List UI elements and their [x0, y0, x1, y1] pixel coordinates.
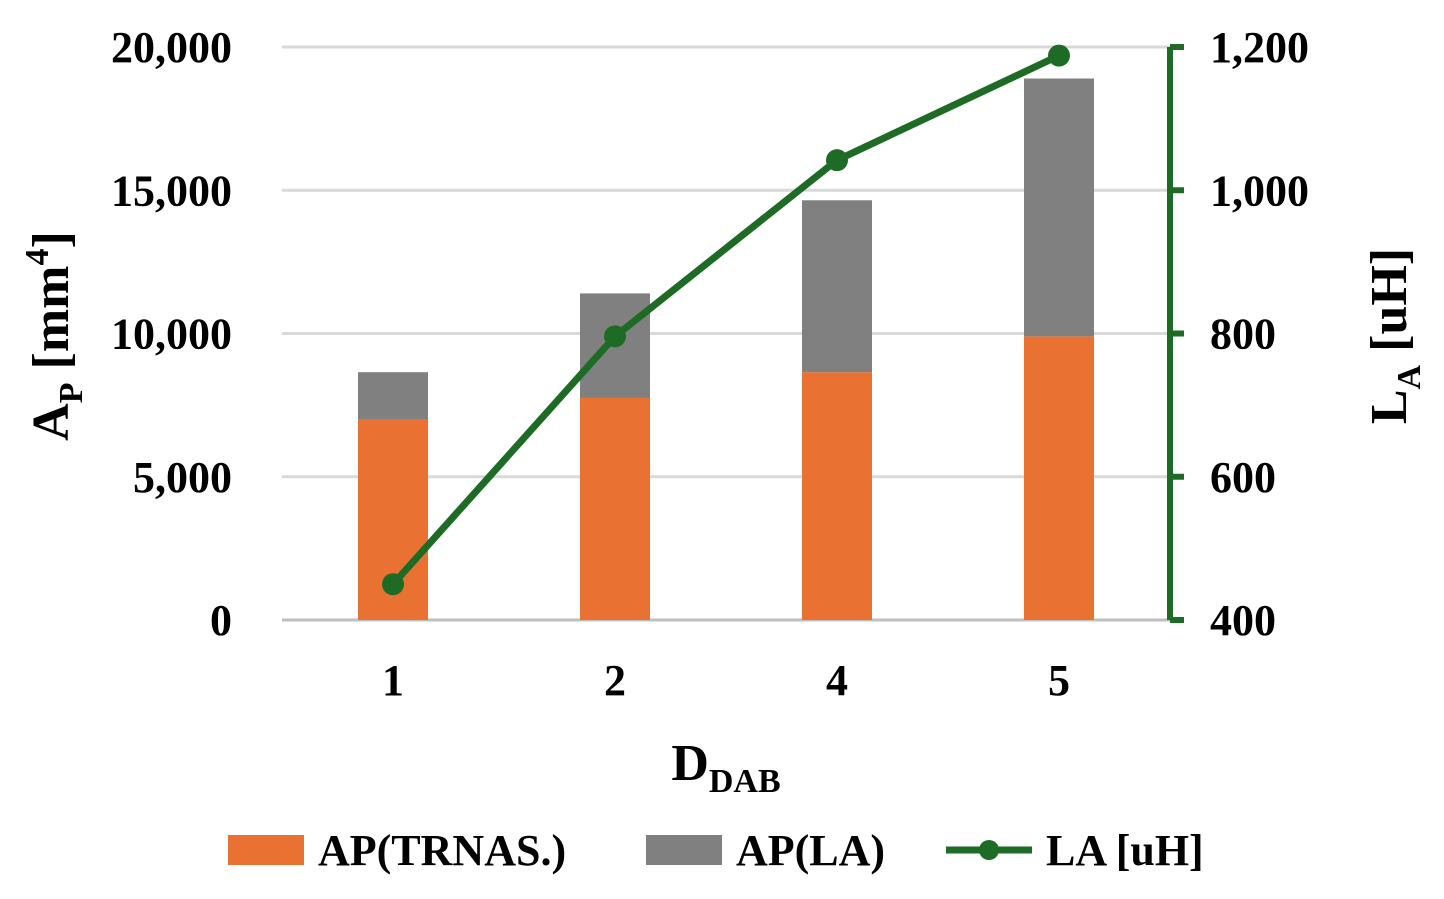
- y-left-tick-label: 0: [210, 596, 232, 645]
- line-la-point: [826, 149, 848, 172]
- y-right-tick-label: 800: [1210, 310, 1276, 359]
- bar-ap-trnas: [1024, 336, 1094, 620]
- line-la-point: [1048, 44, 1070, 67]
- y-right-axis-title: LA [uH]: [1361, 248, 1428, 424]
- tick-labels: 0 5,000 10,000 15,000 20,000 400 600 800 1,000 1,…: [111, 23, 1309, 705]
- bar-ap-la: [1024, 78, 1094, 337]
- y-left-tick-label: 5,000: [133, 453, 232, 502]
- y-left-tick-label: 10,000: [111, 310, 232, 359]
- x-tick-label: 5: [1048, 656, 1070, 705]
- bar-ap-trnas: [580, 397, 650, 620]
- legend-swatch-ap-trnas: [228, 835, 304, 865]
- legend-label-ap-trnas: AP(TRNAS.): [318, 826, 566, 875]
- bar-ap-la: [358, 372, 428, 420]
- y-left-axis-title: AP [mm4]: [19, 231, 90, 441]
- legend-label-la: LA [uH]: [1046, 826, 1204, 875]
- line-series: [382, 44, 1070, 596]
- gridlines: [282, 45, 1170, 622]
- line-la-point: [604, 325, 626, 348]
- y-right-tick-label: 1,200: [1210, 23, 1309, 72]
- legend-label-ap-la: AP(LA): [736, 826, 885, 875]
- bar-ap-la: [802, 200, 872, 373]
- x-axis-title: DDAB: [671, 735, 780, 800]
- line-la: [390, 52, 1061, 587]
- y-right-tick-label: 600: [1210, 453, 1276, 502]
- bar-ap-trnas: [802, 372, 872, 620]
- y-left-tick-label: 20,000: [111, 23, 232, 72]
- axes: [1167, 44, 1184, 623]
- line-la-point: [382, 573, 404, 596]
- legend-swatch-ap-la: [646, 835, 722, 865]
- bar-series: [358, 78, 1094, 620]
- x-tick-label: 1: [382, 656, 404, 705]
- legend-swatch-la-marker: [979, 840, 999, 860]
- y-left-tick-label: 15,000: [111, 166, 232, 215]
- legend: AP(TRNAS.) AP(LA) LA [uH]: [228, 826, 1204, 875]
- y-right-tick-label: 1,000: [1210, 166, 1309, 215]
- x-tick-label: 4: [826, 656, 848, 705]
- x-tick-label: 2: [604, 656, 626, 705]
- y-right-tick-label: 400: [1210, 596, 1276, 645]
